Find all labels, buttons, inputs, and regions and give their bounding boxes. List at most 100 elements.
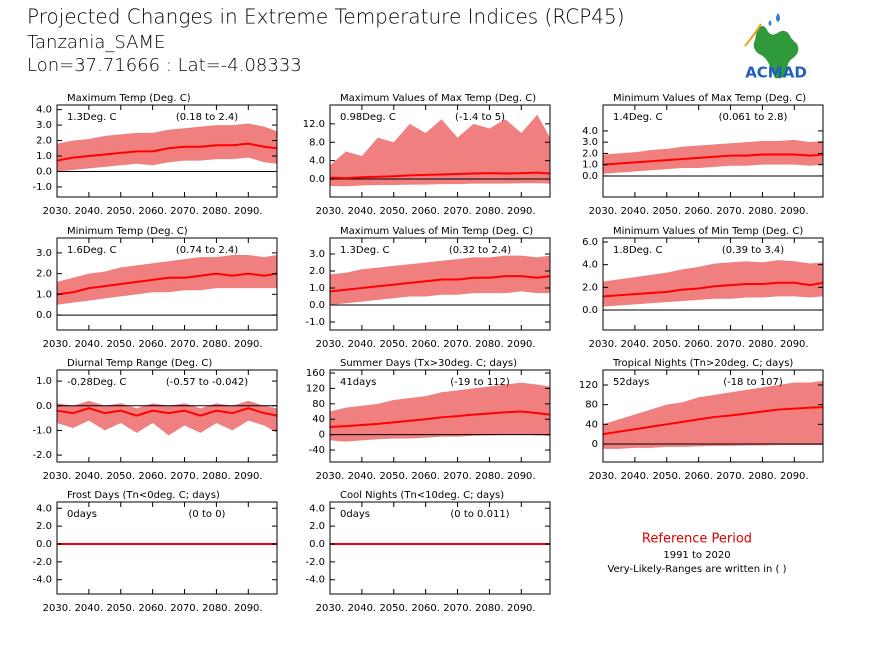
location: Lon=37.71666 : Lat=-4.08333: [27, 55, 302, 76]
x-tick-label: 2060.: [411, 603, 440, 614]
logo-text: ACMAD: [745, 64, 807, 82]
x-tick-label: 2080.: [202, 339, 231, 350]
x-tick-label: 2030.: [43, 603, 72, 614]
y-tick-label: 120: [306, 383, 325, 394]
median-line: [329, 410, 551, 428]
median-text: 1.3Deg. C: [67, 112, 116, 123]
y-tick-label: 12.0: [303, 119, 325, 130]
x-tick-label: 2060.: [684, 206, 713, 217]
panel: Diurnal Temp Range (Deg. C) -0.28Deg. C (-…: [32, 358, 278, 482]
x-tick-label: 2050.: [379, 471, 408, 482]
y-tick-label: 0.0: [36, 539, 52, 550]
panel: Summer Days (Tx>30deg. C; days) 41days (-1…: [306, 358, 551, 482]
y-tick-label: 2.0: [36, 136, 52, 147]
panel-title: Minimum Values of Max Temp (Deg. C): [613, 93, 806, 104]
y-tick-label: 160: [306, 368, 325, 379]
y-tick-label: 0.0: [309, 300, 325, 311]
y-tick-label: 0.0: [309, 174, 325, 185]
y-tick-label: 4.0: [582, 126, 598, 137]
logo-arc: [744, 23, 762, 47]
x-tick-label: 2040.: [75, 206, 104, 217]
median-text: 1.4Deg. C: [613, 112, 662, 123]
y-tick-label: 2.0: [36, 269, 52, 280]
x-tick-label: 2060.: [411, 339, 440, 350]
y-tick-label: -2.0: [305, 557, 325, 568]
y-tick-label: 3.0: [582, 137, 598, 148]
x-tick-label: 2090.: [507, 206, 536, 217]
range-band: [57, 254, 277, 305]
plot-frame: [56, 237, 278, 331]
x-tick-label: 2090.: [507, 471, 536, 482]
y-tick-label: 0.0: [582, 171, 598, 182]
median-line: [602, 281, 824, 298]
plot-frame: [56, 501, 278, 595]
median-line: [56, 272, 278, 296]
x-tick-label: 2080.: [475, 603, 504, 614]
median-line: [329, 171, 551, 180]
x-tick-label: 2040.: [621, 206, 650, 217]
x-tick-label: 2070.: [443, 206, 472, 217]
median-text: 0days: [67, 509, 97, 520]
range-text: (-1.4 to 5): [455, 112, 505, 123]
reference-heading: Reference Period: [642, 532, 752, 547]
panel-title: Minimum Temp (Deg. C): [67, 226, 188, 237]
x-tick-label: 2090.: [780, 206, 809, 217]
panel-title: Maximum Values of Max Temp (Deg. C): [340, 93, 536, 104]
range-band: [603, 260, 823, 307]
plot-frame: [602, 369, 824, 463]
median-line: [56, 142, 278, 162]
panel: Maximum Values of Min Temp (Deg. C) 1.3De…: [305, 226, 551, 350]
x-tick-label: 2080.: [202, 603, 231, 614]
plot-frame: [329, 237, 551, 331]
panel-title: Cool Nights (Tn<10deg. C; days): [340, 490, 504, 501]
x-tick-label: 2050.: [652, 339, 681, 350]
range-text: (0.74 to 2.4): [176, 245, 238, 256]
x-tick-label: 2080.: [202, 471, 231, 482]
y-tick-label: -4.0: [305, 575, 325, 586]
median-text: 52days: [613, 377, 649, 388]
y-tick-label: -4.0: [32, 575, 52, 586]
logo: ACMAD: [744, 13, 807, 82]
x-tick-label: 2080.: [475, 339, 504, 350]
y-tick-label: 0: [319, 430, 325, 441]
panel: Maximum Temp (Deg. C) 1.3Deg. C (0.18 to 2…: [32, 93, 278, 217]
y-tick-label: 2.0: [582, 148, 598, 159]
x-tick-label: 2070.: [443, 339, 472, 350]
panel-title: Diurnal Temp Range (Deg. C): [67, 358, 212, 369]
x-tick-label: 2030.: [316, 603, 345, 614]
plot-frame: [329, 104, 551, 198]
y-tick-label: 6.0: [582, 237, 598, 248]
x-tick-label: 2040.: [75, 603, 104, 614]
y-tick-label: 80: [312, 399, 325, 410]
x-tick-label: 2030.: [589, 206, 618, 217]
x-tick-label: 2050.: [106, 206, 135, 217]
x-tick-label: 2090.: [234, 339, 263, 350]
y-tick-label: 2.0: [309, 266, 325, 277]
y-tick-label: 8.0: [309, 137, 325, 148]
range-text: (0.39 to 3.4): [722, 245, 784, 256]
median-text: 41days: [340, 377, 376, 388]
y-tick-label: 0.0: [36, 401, 52, 412]
x-tick-label: 2060.: [138, 339, 167, 350]
y-tick-label: -1.0: [32, 182, 52, 193]
panel-title: Maximum Temp (Deg. C): [67, 93, 191, 104]
panel-title: Summer Days (Tx>30deg. C; days): [340, 358, 517, 369]
x-tick-label: 2090.: [234, 206, 263, 217]
x-tick-label: 2040.: [348, 339, 377, 350]
y-tick-label: 4.0: [309, 156, 325, 167]
panel: Minimum Values of Max Temp (Deg. C) 1.4De…: [582, 93, 824, 217]
panel: Frost Days (Tn<0deg. C; days) 0days (0 to …: [32, 490, 278, 614]
x-tick-label: 2060.: [411, 471, 440, 482]
y-tick-label: 2.0: [582, 282, 598, 293]
x-tick-label: 2070.: [443, 471, 472, 482]
x-tick-label: 2050.: [652, 206, 681, 217]
x-tick-label: 2090.: [234, 471, 263, 482]
y-tick-label: 40: [585, 419, 598, 430]
plot-frame: [56, 369, 278, 463]
y-tick-label: 0.0: [36, 310, 52, 321]
panel-title: Minimum Values of Min Temp (Deg. C): [613, 226, 803, 237]
range-text: (0 to 0.011): [450, 509, 509, 520]
x-tick-label: 2080.: [748, 206, 777, 217]
y-tick-label: -2.0: [32, 450, 52, 461]
panel-title: Tropical Nights (Tn>20deg. C; days): [612, 358, 793, 369]
